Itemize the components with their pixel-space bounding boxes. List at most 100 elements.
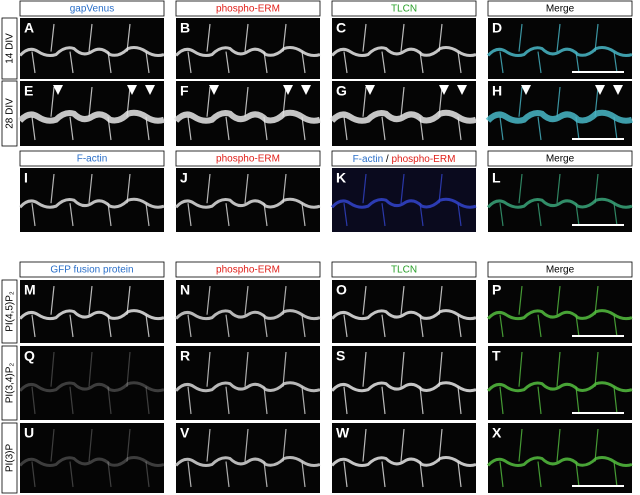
spine (88, 428, 93, 462)
panel-letter: C (336, 20, 346, 36)
spine (187, 116, 192, 141)
spine (145, 461, 150, 488)
spine (362, 351, 367, 387)
spine (244, 285, 249, 315)
spine (301, 314, 306, 338)
spine (499, 51, 504, 74)
spine (556, 86, 561, 117)
spine (88, 86, 93, 117)
dendrite (486, 456, 633, 467)
dendrite (174, 381, 321, 393)
spine (518, 86, 523, 117)
spine (107, 116, 112, 141)
arrowhead (457, 85, 467, 95)
row-label-box (1, 17, 18, 80)
spine (400, 428, 405, 462)
column-header-box (487, 261, 633, 278)
dendrite (330, 46, 477, 58)
dendrite (329, 109, 477, 124)
spine (594, 173, 599, 204)
column-header: Merge (546, 4, 575, 15)
dendrite (174, 46, 321, 58)
spine (187, 314, 192, 338)
spine (126, 428, 131, 462)
spine (187, 461, 192, 488)
panel-letter: F (180, 83, 189, 99)
spine (69, 314, 74, 338)
row-label: 14 DIV (5, 33, 16, 64)
micrograph (20, 346, 164, 420)
spine (381, 314, 386, 338)
panel-letter: X (492, 425, 502, 441)
spine (69, 203, 74, 227)
spine (343, 461, 348, 488)
spine (244, 23, 249, 52)
panel-letter: W (336, 425, 350, 441)
row-label-box (1, 279, 18, 344)
micrograph (20, 423, 164, 493)
spine (457, 203, 462, 227)
spine (381, 386, 386, 415)
column-header-box (331, 150, 477, 167)
row-label-box (1, 422, 18, 494)
spine (575, 51, 580, 74)
spine (50, 428, 55, 462)
column-header: phospho-ERM (216, 265, 280, 276)
spine (69, 461, 74, 488)
spine (438, 86, 443, 117)
panel-letter: E (24, 83, 33, 99)
spine (50, 351, 55, 387)
spine (457, 386, 462, 415)
arrowhead (283, 85, 293, 95)
column-header-box (175, 0, 321, 17)
column-header-box (487, 0, 633, 17)
spine (69, 51, 74, 74)
dendrite (174, 197, 321, 209)
spine (381, 51, 386, 74)
spine (107, 203, 112, 227)
spine (343, 116, 348, 141)
spine (263, 461, 268, 488)
spine (499, 314, 504, 338)
spine (362, 173, 367, 204)
arrowhead (439, 85, 449, 95)
spine (126, 351, 131, 387)
spine (31, 51, 36, 74)
panel-letter: Q (24, 348, 35, 364)
scale-bar (572, 412, 624, 414)
spine (50, 285, 55, 315)
dendrite (486, 309, 633, 321)
dendrite (486, 46, 633, 58)
dendrite (18, 381, 165, 393)
spine (499, 461, 504, 488)
spine (499, 116, 504, 141)
arrowhead (127, 85, 137, 95)
dendrite (330, 197, 477, 209)
column-header: Merge (546, 265, 575, 276)
panel-letter: H (492, 83, 502, 99)
scale-bar (572, 224, 624, 226)
scale-bar (572, 485, 624, 487)
spine (594, 428, 599, 462)
dendrite (330, 381, 477, 393)
spine (282, 285, 287, 315)
panel-letter: N (180, 282, 190, 298)
dendrite (18, 197, 165, 209)
row-label-box (1, 80, 18, 147)
column-header: F-actin (77, 154, 108, 165)
spine (263, 314, 268, 338)
spine (556, 23, 561, 52)
column-header-box (19, 261, 165, 278)
spine (244, 428, 249, 462)
spine (362, 23, 367, 52)
column-header-box (331, 0, 477, 17)
spine (225, 461, 230, 488)
column-header-box (175, 261, 321, 278)
spine (400, 173, 405, 204)
spine (419, 203, 424, 227)
spine (282, 173, 287, 204)
spine (381, 461, 386, 488)
panel-letter: M (24, 282, 36, 298)
spine (126, 86, 131, 117)
spine (31, 461, 36, 488)
